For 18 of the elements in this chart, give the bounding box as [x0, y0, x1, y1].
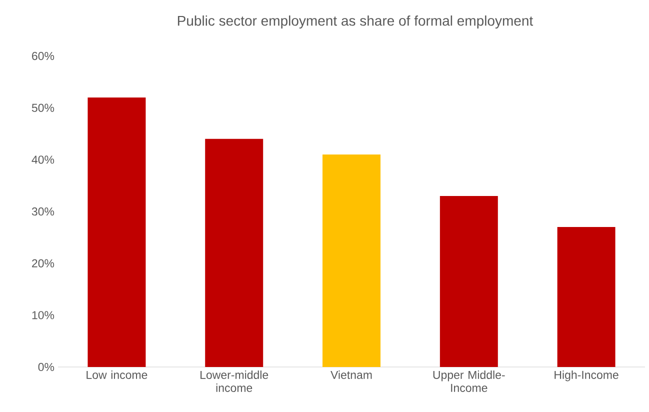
y-tick-label: 60%: [32, 52, 54, 60]
y-tick-label: 30%: [32, 207, 54, 216]
bar: [557, 227, 616, 367]
bar: [88, 97, 146, 367]
y-tick-label: 50%: [32, 104, 54, 112]
x-tick-label: Upper Middle-Income: [433, 370, 505, 392]
chart-title: Public sector employment as share of formal employment: [178, 15, 534, 29]
bar: [322, 154, 380, 367]
y-tick-label: 10%: [32, 311, 54, 320]
x-tick-label: Vietnam: [330, 370, 372, 379]
x-tick-label: Lower-middle income: [200, 370, 268, 392]
bar: [440, 196, 498, 367]
bar: [205, 138, 264, 367]
y-tick-label: 0%: [38, 362, 54, 372]
y-tick-label: 20%: [32, 259, 54, 268]
x-tick-label: High-Income: [554, 370, 618, 382]
y-tick-label: 40%: [32, 156, 54, 164]
x-tick-label: Low income: [86, 370, 148, 379]
